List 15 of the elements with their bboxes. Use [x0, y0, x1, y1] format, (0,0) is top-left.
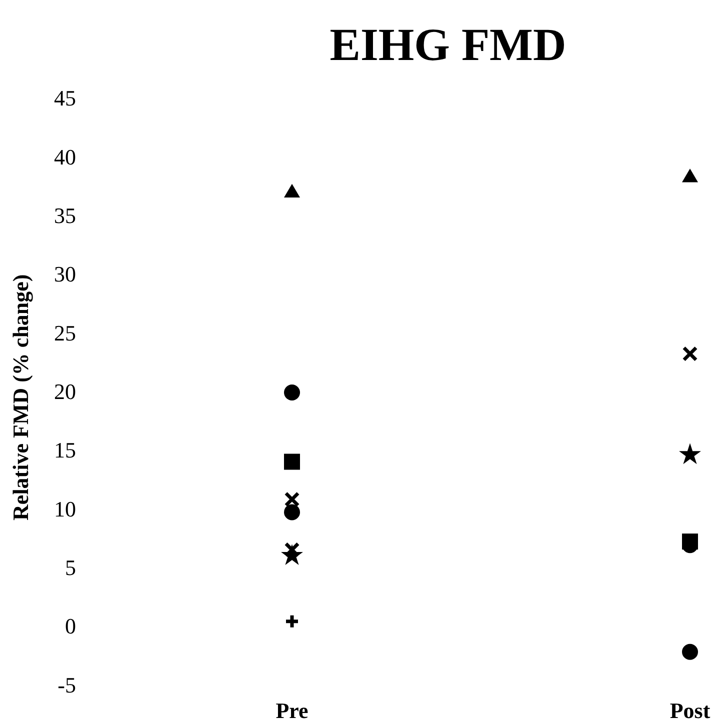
y-tick-label: 5	[65, 555, 76, 580]
y-tick-label: 10	[54, 496, 76, 522]
chart-title: EIHG FMD	[330, 19, 566, 70]
y-tick-label: 30	[54, 262, 76, 287]
y-tick-label: 45	[54, 86, 76, 111]
x-tick-label: Pre	[276, 698, 309, 723]
y-tick-label: 35	[54, 203, 76, 228]
y-tick-label: 40	[54, 144, 76, 170]
x-tick-label: Post	[670, 698, 711, 723]
y-axis-title: Relative FMD (% change)	[8, 274, 33, 520]
y-tick-label: -5	[58, 672, 76, 698]
y-tick-label: 0	[65, 614, 76, 639]
y-tick-label: 25	[54, 320, 76, 346]
y-tick-label: 15	[54, 438, 76, 463]
y-tick-label: 20	[54, 379, 76, 404]
